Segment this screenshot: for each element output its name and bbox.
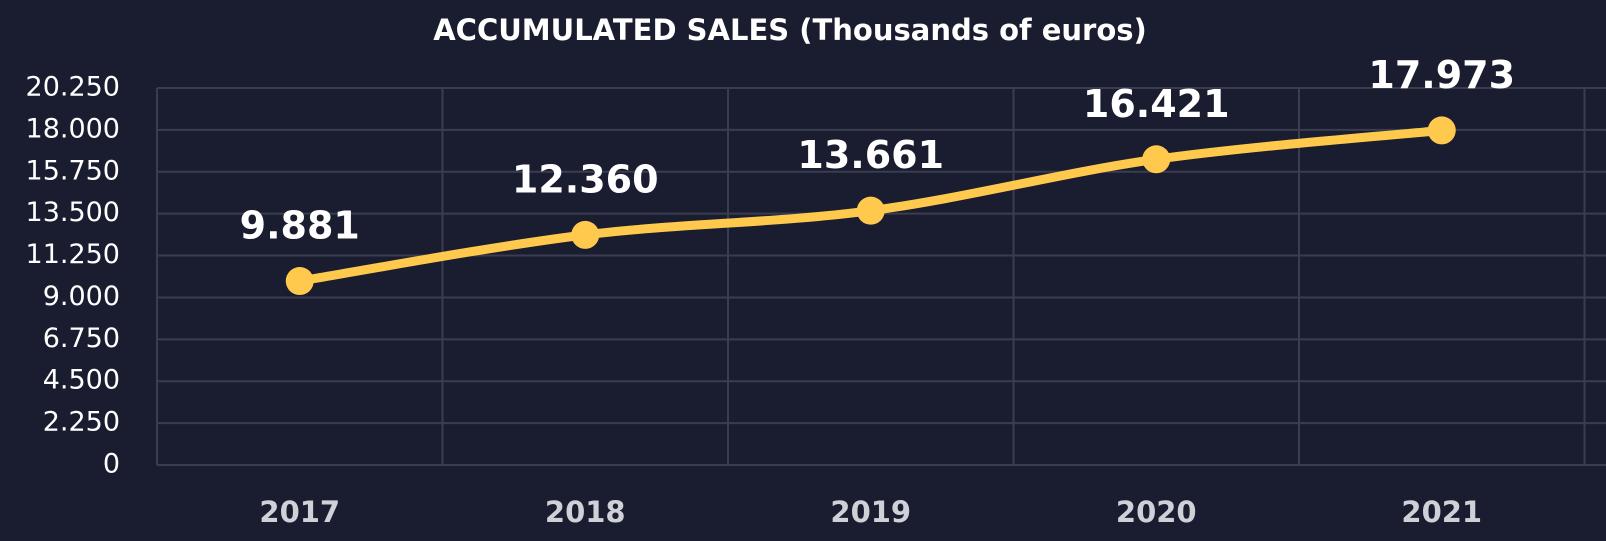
y-tick-label: 4.500 [43,365,120,396]
data-label: 17.973 [1368,53,1515,97]
y-tick-label: 0 [103,449,120,480]
data-label: 16.421 [1083,82,1230,126]
y-tick-label: 20.250 [26,72,120,103]
x-tick-label: 2017 [259,495,340,529]
y-tick-label: 6.750 [43,323,120,354]
x-tick-label: 2018 [545,495,626,529]
point [1142,145,1171,174]
y-tick-label: 13.500 [26,197,120,228]
point [856,196,885,225]
y-tick-label: 9.000 [43,281,120,312]
point [1427,116,1456,145]
chart-title: ACCUMULATED SALES (Thousands of euros) [433,13,1147,47]
y-tick-label: 18.000 [26,113,120,144]
point [285,267,314,296]
data-label: 13.661 [797,133,944,177]
x-tick-label: 2021 [1401,495,1482,529]
data-label: 9.881 [240,204,360,248]
y-tick-label: 11.250 [26,239,120,270]
x-tick-label: 2019 [830,495,911,529]
y-tick-label: 2.250 [43,407,120,438]
data-label: 12.360 [512,157,659,201]
y-tick-label: 15.750 [26,155,120,186]
point [571,220,600,249]
x-tick-label: 2020 [1116,495,1197,529]
